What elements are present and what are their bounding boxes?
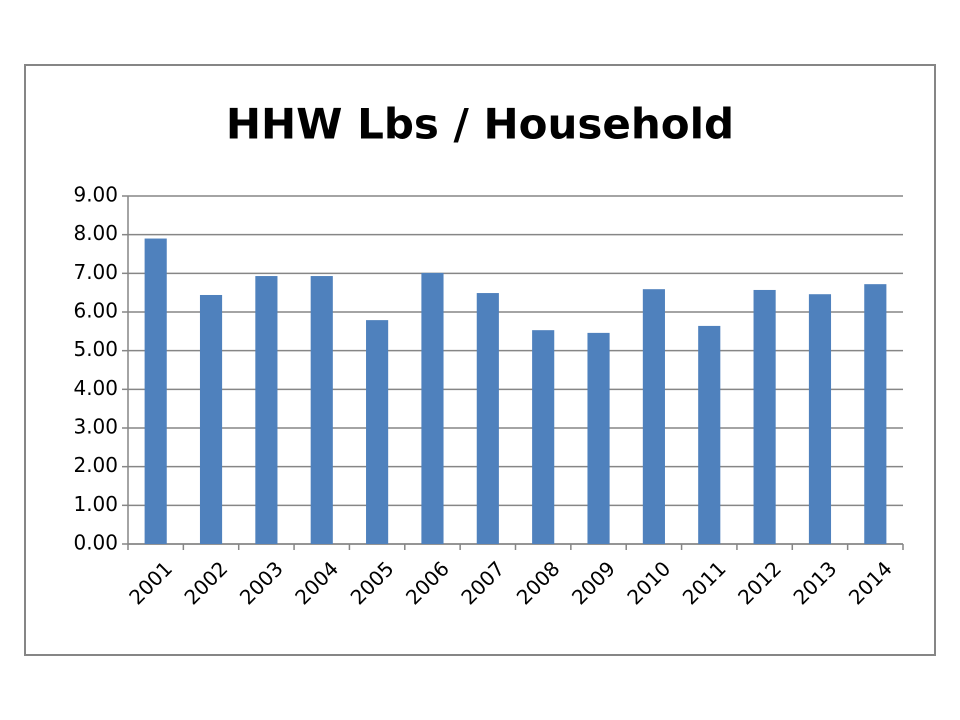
- y-tick-label: 3.00: [73, 415, 118, 439]
- bar: [421, 272, 444, 544]
- y-tick-label: 0.00: [73, 531, 118, 555]
- bar: [532, 330, 555, 544]
- y-tick-label: 7.00: [73, 260, 118, 284]
- bar: [864, 284, 887, 544]
- bar: [753, 289, 776, 544]
- bar: [199, 294, 223, 544]
- chart-title: HHW Lbs / Household: [226, 100, 734, 149]
- bar: [255, 276, 278, 544]
- bar: [310, 276, 333, 544]
- y-tick-label: 1.00: [73, 492, 118, 516]
- bar: [698, 325, 721, 544]
- y-tick-label: 9.00: [73, 183, 118, 207]
- bar: [476, 293, 499, 544]
- bar: [808, 294, 832, 544]
- bar: [144, 238, 167, 545]
- y-tick-label: 4.00: [73, 376, 118, 400]
- y-tick-label: 6.00: [73, 299, 118, 323]
- bar: [366, 320, 389, 544]
- y-tick-label: 8.00: [73, 221, 118, 245]
- bar: [587, 332, 610, 544]
- y-tick-label: 2.00: [73, 453, 118, 477]
- bar: [642, 289, 665, 544]
- y-tick-label: 5.00: [73, 337, 118, 361]
